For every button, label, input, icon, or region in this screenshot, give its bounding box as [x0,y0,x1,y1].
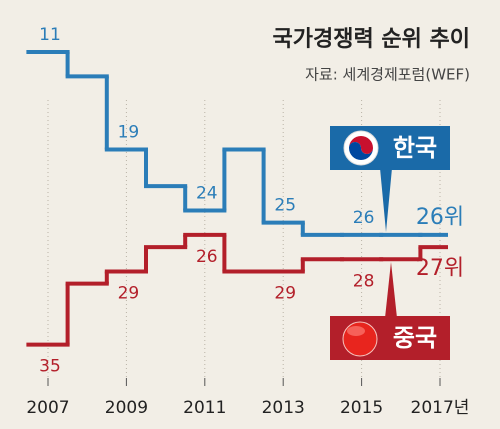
data-label: 29 [274,283,296,303]
x-tick-label: 2011 [183,398,226,418]
data-label: 26 [196,247,218,267]
x-tick-label: 2015 [340,398,383,418]
callout-pointer [380,168,392,232]
data-label: 25 [274,196,296,216]
callout-pointer [385,262,397,318]
data-label: 19 [118,123,140,143]
flag-icon [349,142,373,160]
legend-china: 중국 [330,262,450,360]
data-label: 26위 [416,205,464,230]
x-tick-label: 2013 [262,398,305,418]
legend-label: 중국 [393,324,437,352]
x-tick-label: 2007 [26,398,69,418]
chart-subtitle: 자료: 세계경제포럼(WEF) [305,66,470,84]
x-tick-label: 2017년 [411,398,470,418]
legend-label: 한국 [393,134,437,162]
x-tick-label: 2009 [105,398,148,418]
data-label: 29 [118,283,140,303]
data-label: 27위 [416,256,464,281]
chart-title: 국가경쟁력 순위 추이 [273,27,470,52]
data-label: 11 [39,25,61,45]
flag-icon [349,136,373,154]
flag-icon [347,326,365,336]
data-label: 24 [196,183,218,203]
legend-korea: 한국 [330,126,450,232]
data-label: 35 [39,357,61,377]
data-label: 28 [353,271,375,291]
data-label: 26 [353,208,375,228]
